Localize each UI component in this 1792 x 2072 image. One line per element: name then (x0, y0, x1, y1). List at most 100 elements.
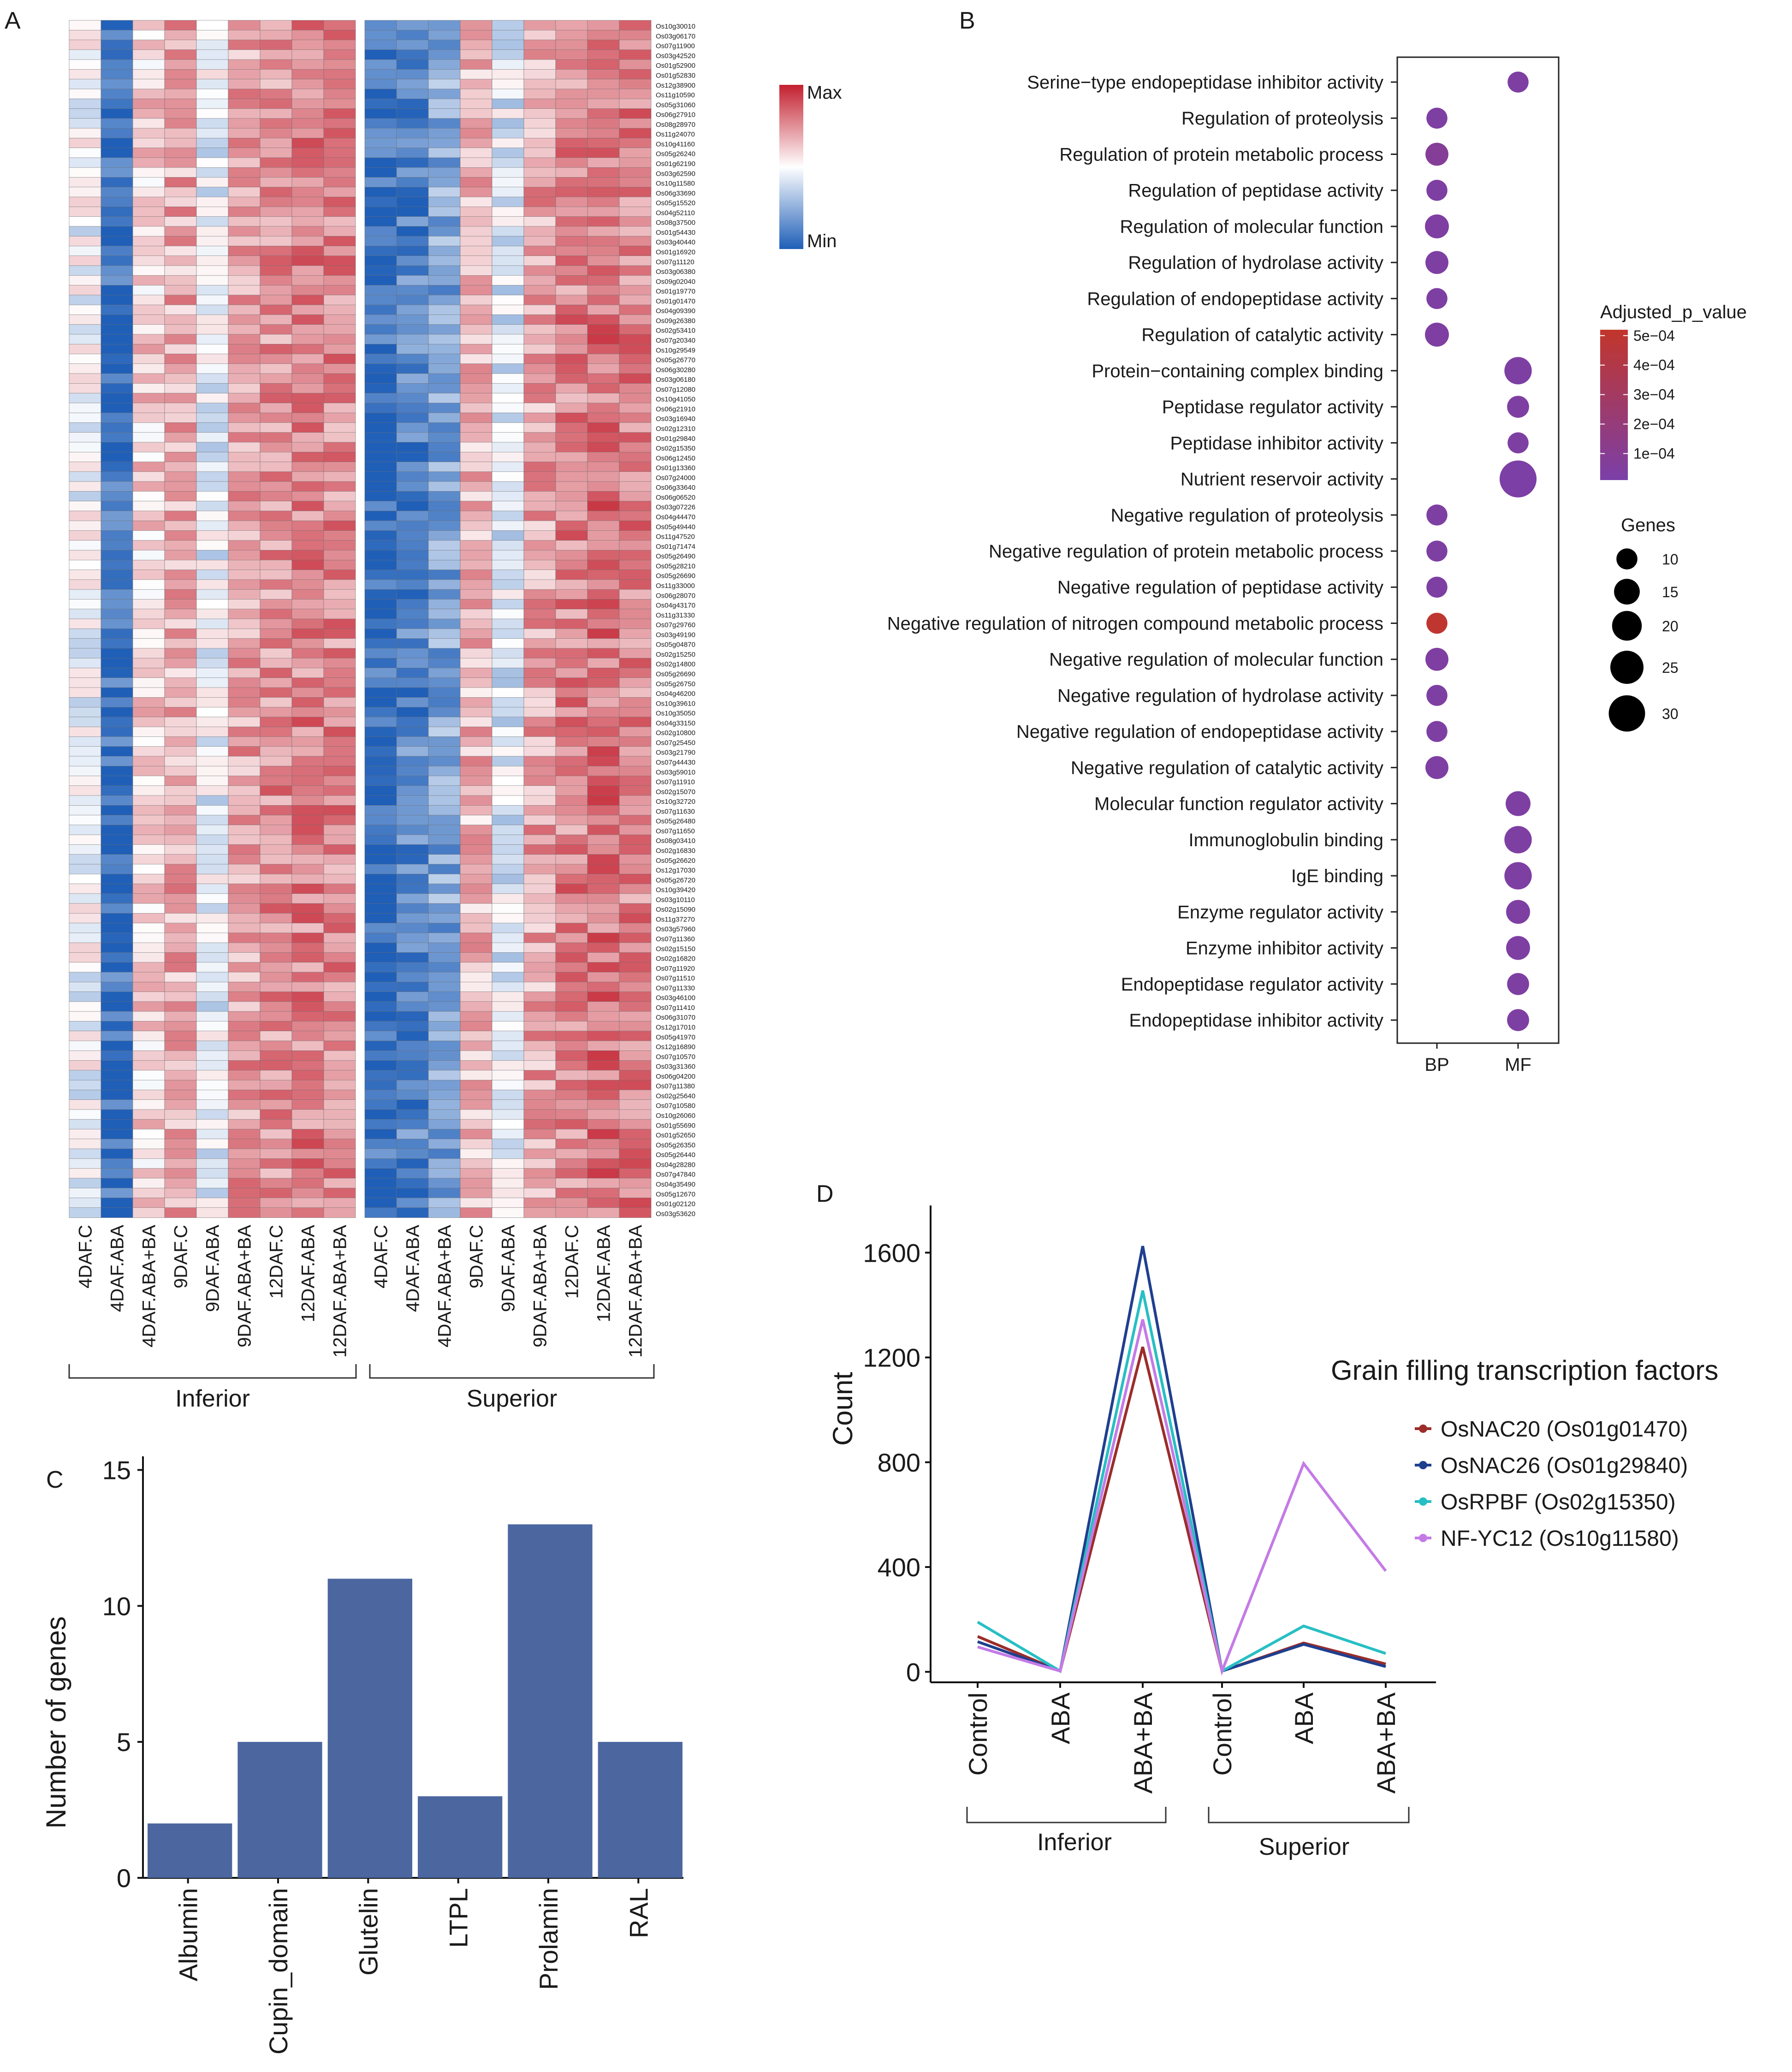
heatmap-cell (460, 246, 493, 256)
heatmap-cell (492, 668, 524, 678)
heatmap-cell (260, 246, 292, 256)
heatmap-cell (260, 187, 292, 197)
heatmap-cell (460, 1139, 493, 1149)
heatmap-cell (555, 766, 588, 777)
heatmap-cell (101, 285, 133, 296)
gene-label: Os03g49190 (656, 631, 695, 639)
gene-label: Os06g30280 (656, 366, 695, 374)
heatmap-cell (260, 530, 292, 541)
heatmap-cell (364, 275, 397, 286)
heatmap-cell (323, 1119, 356, 1130)
heatmap-cell (291, 491, 324, 502)
heatmap-cell (523, 422, 556, 433)
heatmap-cell (260, 471, 292, 482)
heatmap-cell (196, 1021, 229, 1032)
heatmap-cell (587, 677, 620, 688)
heatmap-cell (364, 196, 397, 208)
heatmap-cell (396, 20, 429, 31)
gene-label: Os10g35050 (656, 710, 695, 718)
heatmap-cell (260, 726, 292, 737)
heatmap-cell (396, 255, 429, 266)
heatmap-cell (492, 736, 524, 747)
heatmap-cell (555, 471, 588, 482)
heatmap-cell (492, 932, 524, 943)
heatmap-cell (587, 315, 620, 325)
heatmap-cell (69, 1050, 101, 1061)
heatmap-cell (523, 1207, 556, 1218)
heatmap-cell (101, 1060, 133, 1071)
heatmap-cell (428, 530, 461, 541)
heatmap-cell (291, 638, 324, 649)
heatmap-cell (587, 1168, 620, 1179)
go-term-label: Negative regulation of endopeptidase act… (1016, 722, 1383, 742)
heatmap-cell (523, 1011, 556, 1022)
heatmap-cell (132, 697, 165, 708)
heatmap-cell (228, 658, 261, 669)
heatmap-cell (587, 609, 620, 619)
heatmap-cell (69, 265, 101, 276)
gene-label: Os12g17030 (656, 867, 695, 874)
heatmap-cell (523, 1178, 556, 1188)
heatmap-cell (101, 687, 133, 698)
heatmap-cell (323, 570, 356, 580)
heatmap-cell (291, 1031, 324, 1041)
heatmap-cell (228, 138, 261, 148)
heatmap-cell (587, 501, 620, 511)
heatmap-cell (132, 1031, 165, 1041)
heatmap-cell (396, 1178, 429, 1188)
heatmap-cell (428, 628, 461, 639)
heatmap-cell (228, 638, 261, 649)
heatmap-cell (132, 59, 165, 70)
heatmap-cell (323, 530, 356, 541)
heatmap-cell (619, 962, 652, 973)
gene-label: Os10g26060 (656, 1112, 695, 1120)
heatmap-cell (260, 442, 292, 453)
heatmap-cell (291, 579, 324, 590)
heatmap-cell (619, 795, 652, 806)
heatmap-cell (196, 216, 229, 227)
heatmap-cell (396, 79, 429, 89)
heatmap-column-label: 12DAF.ABA+BA (626, 1225, 646, 1358)
bar (418, 1796, 503, 1878)
heatmap-cell (323, 304, 356, 315)
heatmap-cell (587, 864, 620, 875)
heatmap-cell (164, 1070, 197, 1081)
dotplot-points (1425, 71, 1537, 1031)
heatmap-cell (101, 1050, 133, 1061)
heatmap-cell (323, 471, 356, 482)
heatmap-cell (492, 628, 524, 639)
heatmap-cell (364, 383, 397, 394)
heatmap-cell (132, 628, 165, 639)
heatmap-cell (196, 442, 229, 453)
heatmap-cell (260, 677, 292, 688)
heatmap-cell (428, 717, 461, 727)
heatmap-cell (396, 844, 429, 855)
heatmap-cell (132, 462, 165, 472)
heatmap-cell (587, 628, 620, 639)
go-term-label: Peptidase regulator activity (1162, 397, 1383, 417)
heatmap-cell (69, 40, 101, 50)
heatmap-cell (396, 481, 429, 492)
gene-label: Os02g15070 (656, 788, 695, 796)
heatmap-cell (228, 1198, 261, 1208)
gene-label: Os05g15520 (656, 199, 695, 207)
heatmap-cell (132, 108, 165, 119)
heatmap-cell (69, 167, 101, 178)
heatmap-cell (619, 825, 652, 835)
heatmap-cell (460, 618, 493, 629)
heatmap-cell (555, 540, 588, 551)
heatmap-cell (260, 952, 292, 963)
genes-legend-label: 15 (1662, 584, 1679, 600)
heatmap-cell (364, 1109, 397, 1120)
heatmap-cell (132, 570, 165, 580)
heatmap-cell (291, 668, 324, 678)
go-term-label: Protein−containing complex binding (1092, 361, 1383, 381)
heatmap-cell (228, 157, 261, 168)
go-dot (1425, 251, 1448, 274)
heatmap-cell (364, 1139, 397, 1149)
heatmap-cell (196, 697, 229, 708)
heatmap-cell (364, 1070, 397, 1081)
heatmap-cell (196, 864, 229, 875)
heatmap-cell (323, 462, 356, 472)
